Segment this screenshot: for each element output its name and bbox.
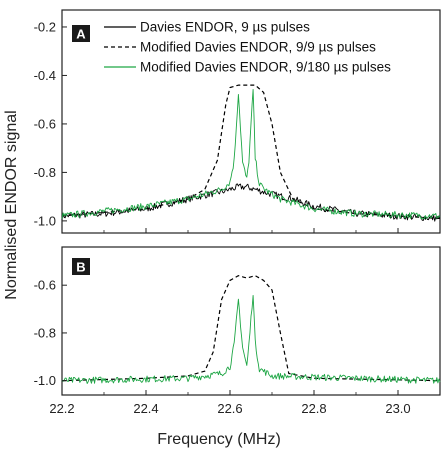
panel-b-label: B xyxy=(76,260,85,275)
panel-b-series-green xyxy=(61,294,441,384)
panel-a-y-tick-label: -0.6 xyxy=(34,116,56,131)
panel-b-x-ticks: 22.2 22.4 22.6 22.8 23.0 xyxy=(49,390,441,416)
legend-label-davies: Davies ENDOR, 9 µs pulses xyxy=(140,20,310,35)
panel-b-y-tick-label: -1.0 xyxy=(34,373,56,388)
x-tick-label: 22.8 xyxy=(301,401,326,416)
legend: Davies ENDOR, 9 µs pulses Modified Davie… xyxy=(104,20,391,75)
panel-a-label-box xyxy=(72,25,90,42)
legend-label-modified-9-9: Modified Davies ENDOR, 9/9 µs pulses xyxy=(140,40,376,55)
y-axis-title: Normalised ENDOR signal xyxy=(3,110,20,299)
panel-a-frame xyxy=(61,9,441,234)
panel-a-y-tick-label: -0.2 xyxy=(34,19,56,34)
legend-label-modified-9-180: Modified Davies ENDOR, 9/180 µs pulses xyxy=(140,60,391,75)
panel-a-y-tick-label: -0.8 xyxy=(34,165,56,180)
panel-b-frame xyxy=(61,246,441,396)
panel-a-series-green xyxy=(61,88,441,220)
panel-a-x-ticks xyxy=(61,228,441,233)
x-axis-title: Frequency (MHz) xyxy=(157,431,281,448)
panel-a-label: A xyxy=(76,27,86,42)
panel-b-series xyxy=(61,275,441,384)
panel-a-y-tick-label: -1.0 xyxy=(34,213,56,228)
panel-b-y-ticks: -0.6 -0.8 -1.0 xyxy=(34,278,67,388)
x-tick-label: 22.2 xyxy=(49,401,74,416)
panel-b-y-tick-label: -0.8 xyxy=(34,325,56,340)
panel-a-y-ticks: -0.2 -0.4 -0.6 -0.8 -1.0 xyxy=(34,19,67,228)
panel-b-series-dashed xyxy=(61,275,441,382)
x-tick-label: 22.6 xyxy=(217,401,242,416)
x-tick-label: 22.4 xyxy=(133,401,158,416)
panel-b-label-box xyxy=(72,258,90,275)
panel-a-series-dashed xyxy=(61,84,441,220)
x-tick-label: 23.0 xyxy=(385,401,410,416)
panel-a-series xyxy=(61,84,441,222)
panel-b-y-tick-label: -0.6 xyxy=(34,278,56,293)
panel-a-y-tick-label: -0.4 xyxy=(34,68,56,83)
panel-a-series-solid-black xyxy=(61,183,441,222)
